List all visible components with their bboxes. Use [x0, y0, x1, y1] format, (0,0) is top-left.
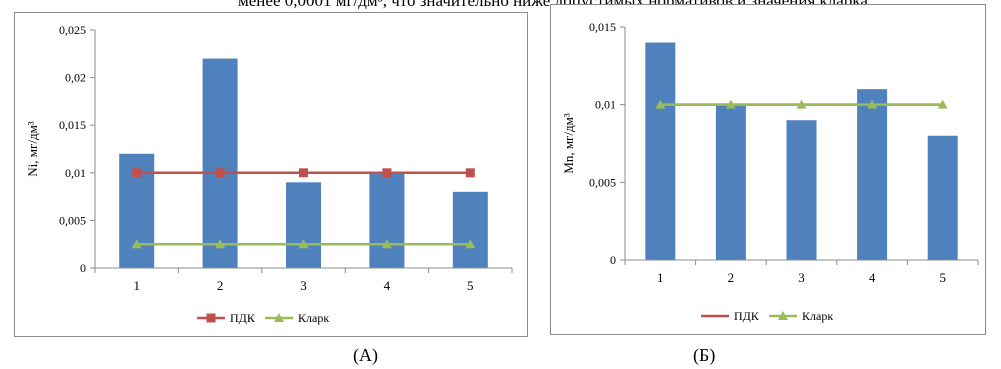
y-tick-label: 0,02: [65, 71, 86, 85]
bar: [369, 172, 405, 268]
legend-label: ПДК: [734, 309, 760, 323]
bar: [715, 104, 746, 261]
klark-marker: [725, 99, 736, 109]
klark-marker: [867, 99, 878, 109]
pdk-marker: [132, 168, 142, 178]
y-tick-label: 0,01: [65, 166, 86, 180]
x-tick-label: 1: [133, 278, 140, 293]
y-axis-label: Ni, мг/дм³: [25, 121, 40, 177]
legend-marker: [778, 311, 788, 320]
y-tick-label: 0,025: [59, 23, 86, 37]
bar: [286, 182, 321, 268]
y-tick-label: 0: [80, 261, 86, 275]
y-tick-label: 0,01: [595, 98, 616, 112]
pdk-marker: [382, 168, 392, 178]
bar: [452, 191, 488, 268]
caption-b: (Б): [693, 345, 716, 365]
y-tick-label: 0: [610, 253, 616, 267]
x-tick-label: 4: [384, 278, 391, 293]
klark-marker: [131, 239, 142, 249]
y-tick-label: 0,005: [59, 213, 86, 227]
x-tick-label: 2: [217, 278, 224, 293]
bar: [645, 42, 676, 261]
klark-marker: [937, 99, 948, 109]
y-tick-label: 0,015: [59, 118, 86, 132]
klark-marker: [381, 239, 392, 249]
chart-b: 0 0,005 0,01 0,015 1 2 3 4 5 Mn, мг/дм³ ПДК Кларк: [561, 20, 979, 323]
y-tick-label: 0,015: [589, 20, 616, 34]
x-tick-label: 3: [798, 270, 805, 285]
y-axis-label: Mn, мг/дм³: [561, 113, 576, 174]
x-tick-label: 4: [869, 270, 876, 285]
klark-marker: [796, 99, 807, 109]
x-tick-label: 3: [300, 278, 307, 293]
chart-panel-b: 0 0,005 0,01 0,015 1 2 3 4 5 Mn, мг/дм³ ПДК Кларк: [550, 4, 986, 335]
bar: [927, 135, 958, 260]
legend-label: Кларк: [298, 311, 329, 325]
chart-panel-a: 0 0,005 0,01 0,015 0,02 0,025 1 2 3 4 5 Ni, мг/дм³ П…: [14, 12, 528, 337]
pdk-marker: [299, 168, 308, 178]
legend-label: Кларк: [802, 309, 833, 323]
klark-marker: [298, 239, 309, 249]
bar: [857, 89, 888, 260]
pdk-marker: [465, 168, 475, 178]
bar: [202, 58, 238, 269]
x-tick-label: 5: [467, 278, 474, 293]
klark-marker: [215, 239, 226, 249]
klark-marker: [465, 239, 476, 249]
x-tick-label: 1: [657, 270, 664, 285]
bar: [786, 120, 817, 260]
legend-marker: [206, 313, 216, 323]
klark-marker: [655, 99, 666, 109]
caption-a: (А): [353, 345, 378, 365]
legend-label: ПДК: [230, 311, 256, 325]
chart-a: 0 0,005 0,01 0,015 0,02 0,025 1 2 3 4 5 Ni, мг/дм³ П…: [25, 23, 513, 325]
legend-marker: [274, 313, 284, 322]
x-tick-label: 2: [728, 270, 735, 285]
y-tick-label: 0,005: [589, 175, 616, 189]
x-tick-label: 5: [939, 270, 946, 285]
pdk-marker: [215, 168, 225, 178]
